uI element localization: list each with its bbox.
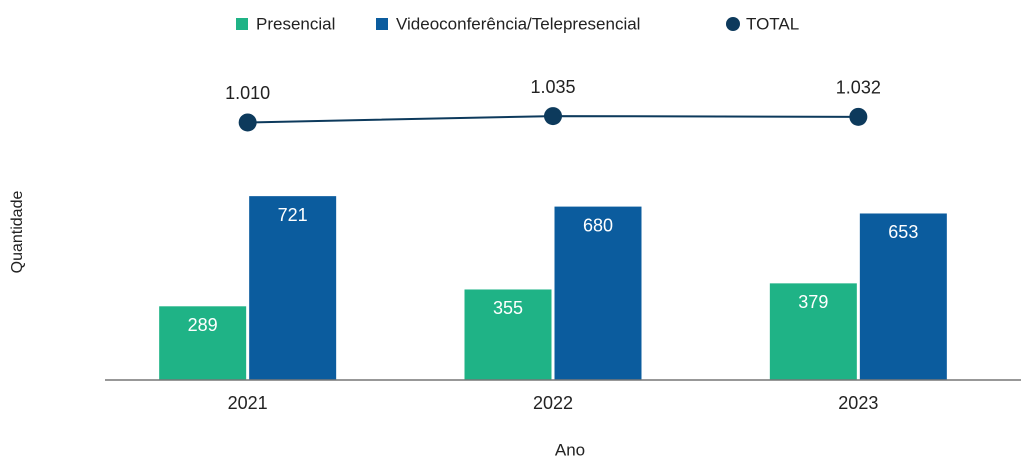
line-point — [544, 107, 562, 126]
bar — [249, 196, 337, 380]
bar — [464, 289, 552, 380]
line-point — [238, 113, 257, 132]
legend-label: Videoconferência/Telepresencial — [396, 14, 640, 33]
bar-value-label: 289 — [188, 315, 218, 335]
x-tick-label: 2021 — [228, 393, 268, 413]
y-axis-label: Quantidade — [9, 191, 26, 274]
line-value-label: 1.035 — [530, 77, 575, 97]
bar-value-label: 653 — [888, 222, 918, 242]
bar — [769, 283, 857, 380]
line-value-label: 1.032 — [836, 78, 881, 98]
line-point — [849, 107, 868, 126]
legend-marker — [236, 18, 248, 30]
x-axis-label: Ano — [555, 440, 585, 459]
bar — [159, 306, 247, 380]
legend-marker — [726, 17, 740, 31]
line-value-label: 1.010 — [225, 83, 270, 103]
bar-value-label: 721 — [278, 205, 308, 225]
legend-label: Presencial — [256, 14, 335, 33]
bar-value-label: 680 — [583, 215, 613, 235]
legend-label: TOTAL — [746, 14, 799, 33]
bar — [554, 206, 642, 380]
bar-value-label: 355 — [493, 298, 523, 318]
legend-marker — [376, 18, 388, 30]
x-tick-label: 2022 — [533, 393, 573, 413]
bar — [859, 213, 947, 380]
bar-value-label: 379 — [798, 292, 828, 312]
x-tick-label: 2023 — [838, 393, 878, 413]
